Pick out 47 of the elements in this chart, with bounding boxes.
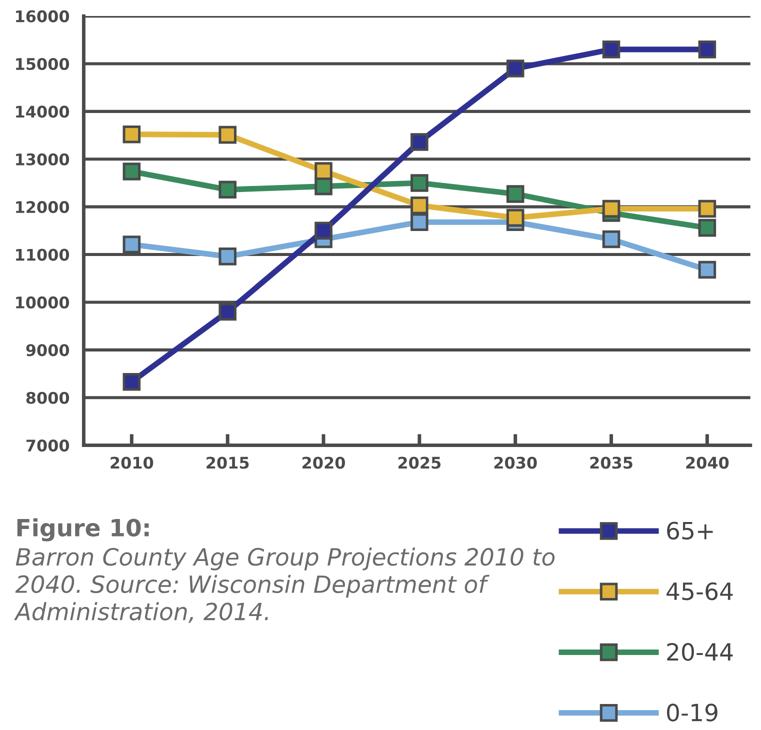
y-tick-label: 9000 — [26, 344, 70, 356]
y-tick-label: 7000 — [26, 440, 70, 452]
y-tick-label: 11000 — [16, 248, 70, 261]
y-tick-label: 8000 — [26, 392, 70, 404]
y-tick-label: 15000 — [16, 58, 70, 70]
legend-label: 20-44 — [667, 642, 733, 661]
text: Barron County Age Group Projections 2010 to 2040. Source: Wisconsin Department of Administration, 2014. — [14, 548, 555, 623]
point — [218, 248, 236, 266]
y-tick-label: 12000 — [16, 201, 70, 214]
point — [122, 162, 141, 180]
point — [506, 208, 524, 227]
point — [506, 185, 524, 203]
point — [122, 125, 141, 144]
point — [506, 60, 524, 78]
legend-label: 0-19 — [667, 704, 718, 722]
x-tick-label: 2030 — [494, 456, 537, 469]
point — [122, 236, 141, 254]
point — [218, 302, 236, 321]
point — [410, 133, 428, 151]
point — [698, 260, 716, 279]
point — [698, 200, 716, 218]
point — [218, 126, 236, 144]
point — [410, 213, 428, 231]
point — [410, 174, 428, 192]
point — [602, 40, 620, 58]
y-tick-label: 14000 — [16, 106, 70, 118]
x-tick-label: 2040 — [686, 456, 729, 469]
point — [698, 218, 716, 237]
x-tick-label: 2015 — [206, 456, 249, 469]
point — [314, 162, 332, 180]
point — [410, 196, 428, 214]
point — [698, 40, 716, 58]
x-tick-label: 2025 — [398, 456, 441, 469]
legend-label: 65+ — [667, 522, 713, 540]
legend-label: 45-64 — [666, 582, 733, 600]
x-tick-label: 2020 — [302, 456, 345, 469]
x-tick-label: 2035 — [590, 456, 632, 469]
y-tick-label: 13000 — [16, 153, 70, 166]
point — [122, 372, 141, 391]
y-tick-label: 16000 — [16, 10, 70, 22]
y-tick-label: 10000 — [16, 296, 70, 309]
caption: Figure 10: — [17, 518, 149, 542]
point — [314, 222, 332, 240]
point — [602, 230, 620, 248]
x-tick-label: 2010 — [110, 456, 154, 469]
point — [602, 200, 620, 218]
point — [218, 180, 236, 199]
